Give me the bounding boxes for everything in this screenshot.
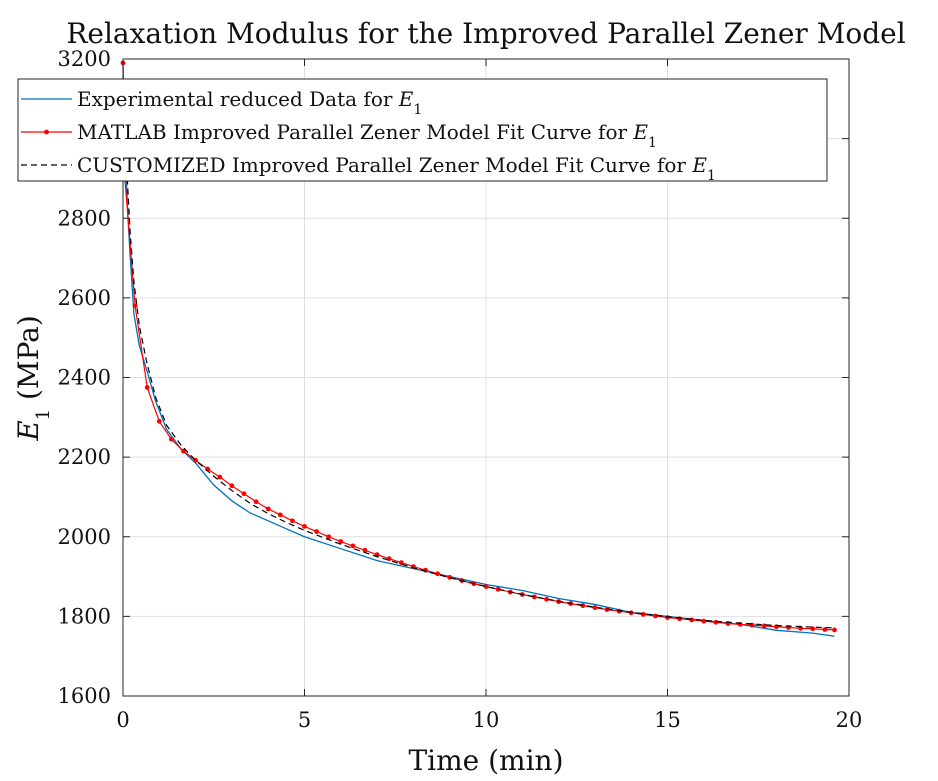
legend-entry-0-symbol: E — [398, 87, 414, 111]
legend-entry-label-0: Experimental reduced Data for E1 — [77, 87, 422, 118]
series-1-point-21 — [362, 547, 368, 553]
legend-entry-label-2: CUSTOMIZED Improved Parallel Zener Model… — [77, 153, 716, 184]
series-1-point-50 — [713, 619, 719, 625]
series-1-point-35 — [531, 594, 537, 600]
legend-entry-1-symbol: E — [632, 120, 648, 144]
series-1-point-14 — [277, 512, 283, 518]
y-tick-label-2400: 2400 — [58, 366, 111, 390]
series-1-point-40 — [592, 605, 598, 611]
series-1-point-10 — [229, 483, 235, 489]
series-1-point-3 — [144, 385, 150, 390]
series-1-point-54 — [761, 623, 767, 629]
legend-sample-marker-1 — [44, 129, 49, 135]
y-tick-label-1600: 1600 — [58, 684, 111, 708]
series-1-point-15 — [290, 518, 295, 524]
series-1-point-12 — [253, 499, 259, 505]
y-tick-label-3200: 3200 — [58, 47, 111, 71]
series-1-point-27 — [435, 571, 441, 577]
x-tick-label-20: 20 — [836, 708, 863, 732]
series-1-point-18 — [326, 534, 332, 540]
series-1-point-36 — [544, 596, 549, 602]
series-1-point-46 — [665, 615, 670, 620]
x-axis-label: Time (min) — [408, 744, 563, 777]
series-1-point-48 — [689, 617, 695, 623]
series-1-point-28 — [447, 574, 453, 580]
series-1-point-31 — [483, 584, 489, 589]
series-1-point-60 — [832, 627, 837, 633]
series-1-point-11 — [241, 491, 247, 497]
y-axis-label-symbol: E — [12, 420, 45, 441]
series-1-point-44 — [640, 611, 646, 617]
series-1-point-13 — [265, 506, 271, 512]
series-1-point-49 — [701, 618, 707, 624]
x-tick-label-0: 0 — [116, 708, 129, 732]
legend-entry-1-prefix: MATLAB Improved Parallel Zener Model Fit… — [77, 120, 633, 144]
legend-entry-2-prefix: CUSTOMIZED Improved Parallel Zener Model… — [77, 153, 692, 177]
series-line-2 — [122, 118, 835, 629]
legend-entry-2-symbol: E — [691, 153, 707, 177]
legend-entry-0-prefix: Experimental reduced Data for — [77, 87, 399, 111]
x-tick-label-5: 5 — [298, 708, 311, 732]
series-1-point-6 — [181, 448, 186, 454]
legend-entry-1-subscript: 1 — [648, 135, 657, 151]
y-tick-label-2600: 2600 — [58, 286, 111, 310]
y-axis-label-subscript: 1 — [33, 409, 54, 420]
y-tick-label-2000: 2000 — [58, 525, 111, 549]
series-1-point-16 — [302, 524, 307, 529]
y-tick-label-2200: 2200 — [58, 445, 111, 469]
series-1-point-47 — [677, 616, 682, 622]
series-1-point-2 — [132, 303, 138, 309]
series-1-point-19 — [338, 539, 344, 544]
series-1-point-5 — [168, 436, 174, 442]
legend-entry-label-1: MATLAB Improved Parallel Zener Model Fit… — [77, 120, 657, 151]
series-1-point-20 — [350, 543, 356, 549]
series-1-point-4 — [156, 418, 162, 424]
chart-title: Relaxation Modulus for the Improved Para… — [66, 17, 905, 50]
series-1-point-17 — [314, 529, 319, 534]
x-tick-label-10: 10 — [473, 708, 500, 732]
series-1-point-9 — [217, 474, 223, 480]
series-1-point-59 — [822, 627, 828, 632]
series-1-point-45 — [653, 613, 658, 619]
legend-entry-0-subscript: 1 — [413, 102, 422, 118]
series-1-point-41 — [604, 607, 610, 613]
x-tick-label-15: 15 — [654, 708, 681, 732]
y-tick-label-2800: 2800 — [58, 206, 111, 230]
y-tick-label-1800: 1800 — [58, 604, 111, 628]
y-axis-label-unit: (MPa) — [12, 315, 45, 409]
series-1-point-32 — [495, 586, 501, 592]
y-axis-label: E1 (MPa) — [12, 315, 54, 442]
series-layer — [120, 60, 837, 637]
legend-box — [17, 78, 828, 182]
series-1-point-24 — [398, 560, 404, 566]
legend-entry-2-subscript: 1 — [707, 168, 716, 184]
